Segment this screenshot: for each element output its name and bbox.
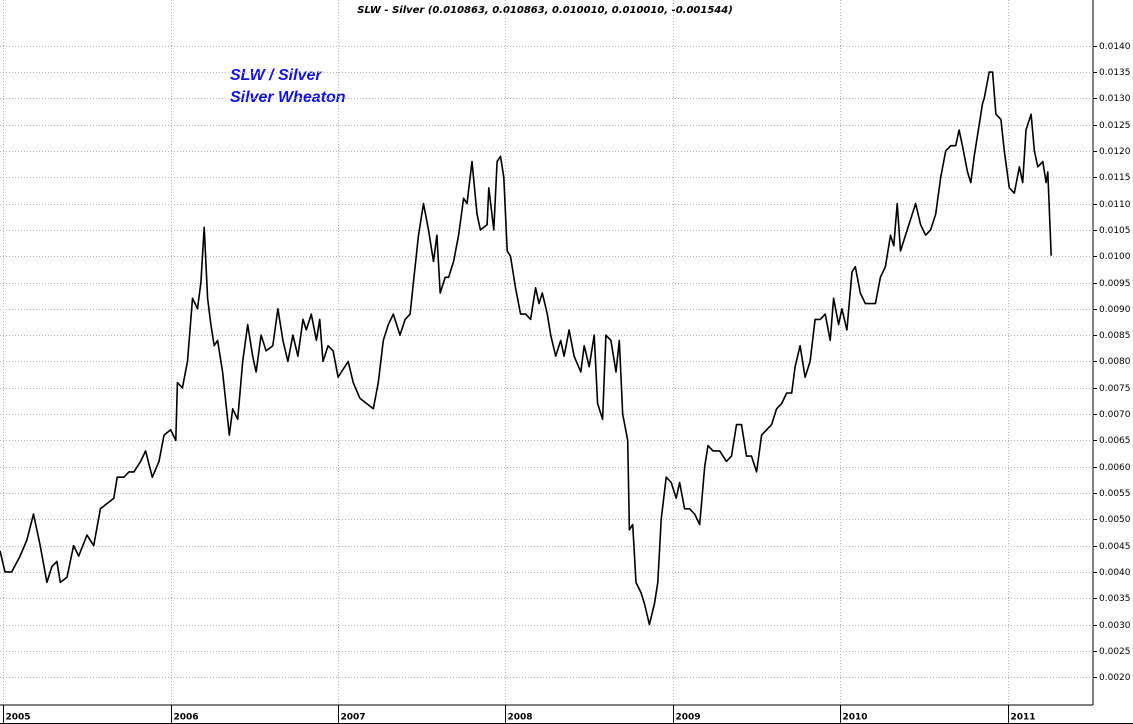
y-tick-label: 0.0090 — [1099, 305, 1131, 315]
y-tick-label: 0.0045 — [1099, 542, 1131, 552]
y-tick-label: 0.0040 — [1099, 568, 1131, 578]
y-tick-label: 0.0100 — [1099, 252, 1131, 262]
x-tick-label: 2005 — [6, 713, 31, 723]
y-tick-label: 0.0060 — [1099, 463, 1131, 473]
y-tick-label: 0.0125 — [1099, 121, 1131, 131]
y-tick-label: 0.0095 — [1099, 279, 1131, 289]
y-tick-label: 0.0055 — [1099, 489, 1131, 499]
y-tick-label: 0.0070 — [1099, 410, 1131, 420]
chart-title: SLW - Silver (0.010863, 0.010863, 0.0100… — [357, 5, 733, 16]
x-tick-label: 2010 — [843, 713, 868, 723]
y-tick-label: 0.0065 — [1099, 436, 1131, 446]
x-tick-label: 2006 — [174, 713, 199, 723]
price-line — [0, 71, 1052, 626]
y-tick-label: 0.0130 — [1099, 94, 1131, 104]
y-tick-label: 0.0120 — [1099, 147, 1131, 157]
y-tick-label: 0.0025 — [1099, 647, 1131, 657]
y-tick-label: 0.0085 — [1099, 331, 1131, 341]
y-tick-label: 0.0075 — [1099, 384, 1131, 394]
y-tick-label: 0.0035 — [1099, 594, 1131, 604]
x-tick-label: 2008 — [508, 713, 533, 723]
y-tick-label: 0.0050 — [1099, 515, 1131, 525]
y-tick-label: 0.0030 — [1099, 621, 1131, 631]
annotation: Silver Wheaton — [230, 89, 346, 106]
y-tick-label: 0.0105 — [1099, 226, 1131, 236]
y-tick-label: 0.0080 — [1099, 357, 1131, 367]
y-tick-label: 0.0140 — [1099, 42, 1131, 52]
y-tick-label: 0.0110 — [1099, 200, 1131, 210]
annotations: SLW / Silver Silver Wheaton — [230, 67, 346, 106]
y-tick-label: 0.0020 — [1099, 673, 1131, 683]
x-tick-label: 2007 — [341, 713, 366, 723]
annotation: SLW / Silver — [230, 67, 322, 84]
x-tick-label: 2011 — [1011, 713, 1036, 723]
y-tick-label: 0.0115 — [1099, 173, 1131, 183]
x-tick-label: 2009 — [676, 713, 701, 723]
y-tick-label: 0.0135 — [1099, 68, 1131, 78]
